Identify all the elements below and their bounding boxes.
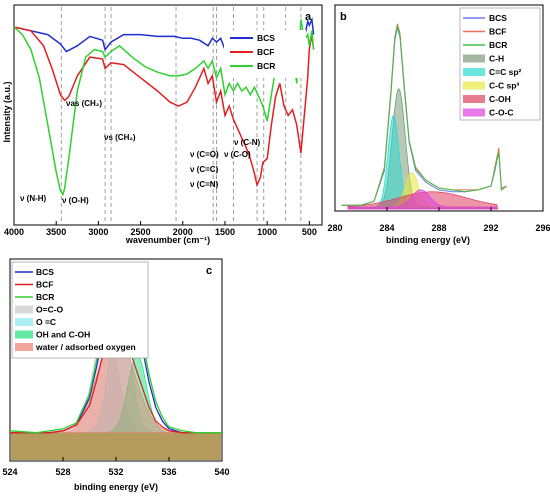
panel-c-fit-components: [11, 300, 221, 460]
panel-b-fit-components: [347, 88, 499, 210]
x-tick-label: 540: [214, 467, 229, 477]
series-line-bcf: [13, 26, 315, 188]
panel-a-ylabel: Intensity (a.u.): [2, 81, 12, 142]
annotation-ch2-as: νas (CH₂): [66, 99, 102, 108]
legend-c-entry: BCS: [36, 267, 54, 277]
panel-b-series: [341, 23, 507, 206]
legend-c-swatch: [15, 343, 33, 351]
x-tick-label: 528: [55, 467, 70, 477]
series-line-bcr: [341, 25, 507, 206]
legend-c-entry: O =C: [36, 317, 56, 327]
legend-c-swatch: [15, 318, 33, 326]
panel-c-legend: BCS BCF BCR O=C-O O =C OH and C-OH water / ads…: [11, 261, 149, 359]
legend-c-swatch: [15, 330, 33, 339]
legend-b-swatch: [463, 68, 485, 76]
legend-b-entry: C-H: [489, 54, 504, 64]
x-tick-label: 4000: [4, 227, 24, 237]
legend-c-swatch: [15, 305, 33, 314]
x-tick-label: 524: [2, 467, 17, 477]
legend-b-swatch: [463, 95, 485, 103]
legend-c-box: [11, 261, 149, 359]
legend-a-bcs: BCS: [257, 33, 275, 43]
panel-c-x-ticks: 524 528 532 536 540: [2, 457, 230, 477]
legend-c-entry: O=C-O: [36, 305, 64, 315]
legend-b-entry: C-OH: [489, 94, 511, 104]
panel-b-x-ticks: 280 284 288 292 296: [327, 207, 550, 233]
panel-b-label: b: [340, 11, 347, 23]
panel-a: 4000 3500 3000 2500 2000 1500 1000 500 a wavenu…: [2, 4, 323, 245]
annotation-co: ν (C=O): [190, 150, 219, 159]
x-tick-label: 284: [379, 223, 394, 233]
legend-a-bcf: BCF: [257, 47, 274, 57]
x-tick-label: 2500: [131, 227, 151, 237]
panel-c-label: c: [206, 265, 212, 277]
legend-b-entry: C=C sp²: [489, 67, 522, 77]
annotation-cn-double: ν (C=N): [190, 180, 219, 189]
legend-b-entry: C-O-C: [489, 108, 514, 118]
panel-c: 524 528 532 536 540 c binding energy (eV) BC…: [2, 258, 230, 492]
annotation-cc: ν (C=C): [190, 165, 219, 174]
panel-a-legend: BCS BCF BCR: [224, 30, 306, 78]
panel-b: 280 284 288 292 296 b binding energy (eV) BC…: [327, 4, 550, 245]
x-tick-label: 292: [483, 223, 498, 233]
legend-b-swatch: [463, 54, 485, 63]
annotation-ch2-s: νs (CH₂): [104, 133, 136, 142]
x-tick-label: 1500: [215, 227, 235, 237]
annotation-c-o: ν (C-O): [224, 150, 251, 159]
annotation-cn: ν (C-N): [234, 138, 261, 147]
annotation-oh: ν (O-H): [62, 196, 89, 205]
annotation-nh: ν (N-H): [20, 194, 47, 203]
x-tick-label: 296: [535, 223, 550, 233]
legend-b-swatch: [463, 108, 485, 117]
x-tick-label: 500: [302, 227, 317, 237]
legend-b-entry: BCS: [489, 13, 507, 23]
panel-c-xlabel: binding energy (eV): [74, 482, 158, 492]
panel-b-legend: BCS BCF BCR C-H C=C sp² C-C sp³ C-OH C-O-C: [459, 7, 541, 121]
x-tick-label: 3500: [46, 227, 66, 237]
x-tick-label: 536: [161, 467, 176, 477]
legend-b-entry: C-C sp³: [489, 81, 519, 91]
legend-b-swatch: [463, 81, 485, 90]
legend-c-entry: water / adsorbed oxygen: [35, 342, 136, 352]
legend-b-entry: BCF: [489, 27, 506, 37]
fit-component-c-o-c: [347, 189, 499, 210]
legend-c-entry: BCF: [36, 280, 53, 290]
legend-b-entry: BCR: [489, 40, 507, 50]
x-tick-label: 288: [431, 223, 446, 233]
legend-c-entry: OH and C-OH: [36, 330, 90, 340]
legend-c-entry: BCR: [36, 292, 54, 302]
panel-a-x-ticks: 4000 3500 3000 2500 2000 1500 1000 500: [4, 221, 317, 237]
panel-b-xlabel: binding energy (eV): [386, 235, 470, 245]
legend-a-bcr: BCR: [257, 61, 275, 71]
x-tick-label: 280: [327, 223, 342, 233]
panel-a-label: a: [305, 11, 312, 23]
x-tick-label: 2000: [173, 227, 193, 237]
x-tick-label: 1000: [257, 227, 277, 237]
x-tick-label: 3000: [88, 227, 108, 237]
baseline-fill: [11, 432, 221, 460]
panel-a-xlabel: wavenumber (cm⁻¹): [125, 235, 210, 245]
x-tick-label: 532: [108, 467, 123, 477]
